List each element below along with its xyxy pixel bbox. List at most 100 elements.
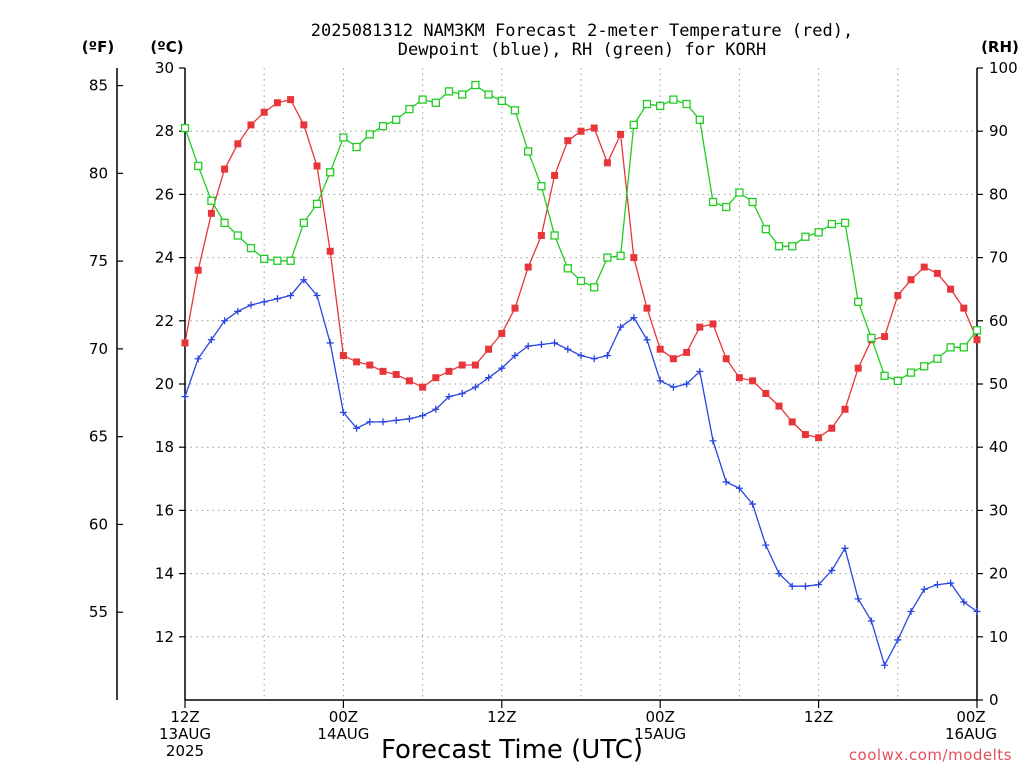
data-point-dewpoint <box>379 418 387 426</box>
rh-tick-label: 100 <box>989 59 1018 77</box>
data-point-rh <box>484 90 493 99</box>
data-point-temperature <box>247 121 255 129</box>
data-point-rh <box>656 101 665 111</box>
data-point-dewpoint <box>735 484 743 492</box>
data-point-dewpoint <box>749 500 757 508</box>
data-point-rh <box>669 95 678 104</box>
data-point-rh <box>972 326 982 335</box>
data-point-temperature <box>973 336 981 344</box>
rh-tick-label: 30 <box>989 501 1008 519</box>
data-point-temperature <box>947 285 955 293</box>
data-point-rh <box>260 254 269 264</box>
data-point-rh <box>735 188 744 197</box>
chart-title-line-2: Dewpoint (blue), RH (green) for KORH <box>398 40 766 60</box>
data-point-dewpoint <box>960 598 968 606</box>
data-point-dewpoint <box>696 367 704 375</box>
axis-ticks: 12 14 16 18 20 22 24 26 28 30 55 60 65 70 75 80 85 0 10 20 3… <box>89 59 1018 760</box>
data-point-dewpoint <box>234 307 242 315</box>
fahrenheit-tick-label: 70 <box>89 340 108 358</box>
data-point-dewpoint <box>366 418 374 426</box>
data-point-rh <box>471 80 480 90</box>
data-point-temperature <box>762 389 770 397</box>
data-point-temperature <box>617 130 625 138</box>
data-point-rh <box>524 147 533 156</box>
data-point-temperature <box>326 247 334 255</box>
data-point-temperature <box>881 333 889 341</box>
data-point-rh <box>722 202 731 212</box>
fahrenheit-tick-label: 75 <box>89 252 108 270</box>
data-point-rh <box>431 98 440 107</box>
data-point-temperature <box>722 355 730 363</box>
data-point-temperature <box>287 96 295 104</box>
data-point-dewpoint <box>656 377 664 385</box>
data-point-dewpoint <box>590 355 598 363</box>
data-point-temperature <box>445 367 453 375</box>
series-rh <box>180 80 982 385</box>
fahrenheit-tick-label: 85 <box>89 77 108 95</box>
data-point-dewpoint <box>577 352 585 360</box>
celsius-tick-label: 14 <box>155 565 174 583</box>
data-point-dewpoint <box>326 339 334 347</box>
data-point-rh <box>814 228 823 237</box>
data-point-rh <box>933 354 942 363</box>
data-point-rh <box>906 368 916 377</box>
data-point-temperature <box>471 361 479 369</box>
data-point-dewpoint <box>894 636 902 644</box>
data-point-rh <box>537 182 546 191</box>
data-point-dewpoint <box>683 380 691 388</box>
data-point-temperature <box>524 263 532 271</box>
fahrenheit-tick-label: 55 <box>89 603 108 621</box>
fahrenheit-axis-label: (ºF) <box>82 38 114 56</box>
data-point-dewpoint <box>643 336 651 344</box>
fahrenheit-tick-label: 60 <box>89 515 108 533</box>
data-point-temperature <box>907 276 915 284</box>
data-point-dewpoint <box>551 339 559 347</box>
data-point-rh <box>590 283 599 292</box>
data-point-temperature <box>709 320 717 328</box>
data-point-dewpoint <box>392 416 400 424</box>
data-point-dewpoint <box>881 661 889 669</box>
data-point-dewpoint <box>815 581 823 589</box>
celsius-tick-label: 16 <box>155 501 174 519</box>
data-point-temperature <box>749 377 757 385</box>
data-point-dewpoint <box>194 355 202 363</box>
data-point-rh <box>299 218 308 227</box>
data-point-temperature <box>458 361 466 369</box>
data-point-dewpoint <box>247 301 255 309</box>
data-point-rh <box>946 343 955 352</box>
data-point-temperature <box>181 339 189 347</box>
data-point-temperature <box>630 254 638 262</box>
data-point-dewpoint <box>405 415 413 423</box>
data-point-temperature <box>485 345 493 353</box>
rh-axis-label: (RH) <box>981 38 1019 56</box>
data-point-rh <box>444 87 454 96</box>
data-point-temperature <box>735 374 743 382</box>
data-point-rh <box>761 225 770 234</box>
x-tick-label: 00Z <box>956 708 985 726</box>
data-point-dewpoint <box>603 352 611 360</box>
data-point-dewpoint <box>775 570 783 578</box>
data-point-temperature <box>801 431 809 439</box>
data-point-temperature <box>854 364 862 372</box>
data-point-temperature <box>656 345 664 353</box>
rh-tick-label: 80 <box>989 185 1008 203</box>
data-point-dewpoint <box>313 292 321 300</box>
data-point-temperature <box>194 266 202 274</box>
rh-tick-label: 50 <box>989 375 1008 393</box>
data-point-rh <box>695 115 704 124</box>
data-point-dewpoint <box>537 341 545 348</box>
celsius-tick-label: 22 <box>155 312 174 330</box>
data-point-temperature <box>828 424 836 432</box>
data-point-temperature <box>498 329 506 337</box>
data-point-dewpoint <box>419 412 427 420</box>
rh-tick-label: 60 <box>989 312 1008 330</box>
data-point-rh <box>774 242 784 251</box>
data-point-dewpoint <box>828 566 836 574</box>
celsius-tick-label: 30 <box>155 59 174 77</box>
data-point-dewpoint <box>801 582 809 590</box>
series-dewpoint <box>181 276 981 669</box>
data-point-temperature <box>643 304 651 312</box>
data-point-temperature <box>841 405 849 413</box>
data-point-temperature <box>788 418 796 426</box>
data-point-temperature <box>960 304 968 312</box>
